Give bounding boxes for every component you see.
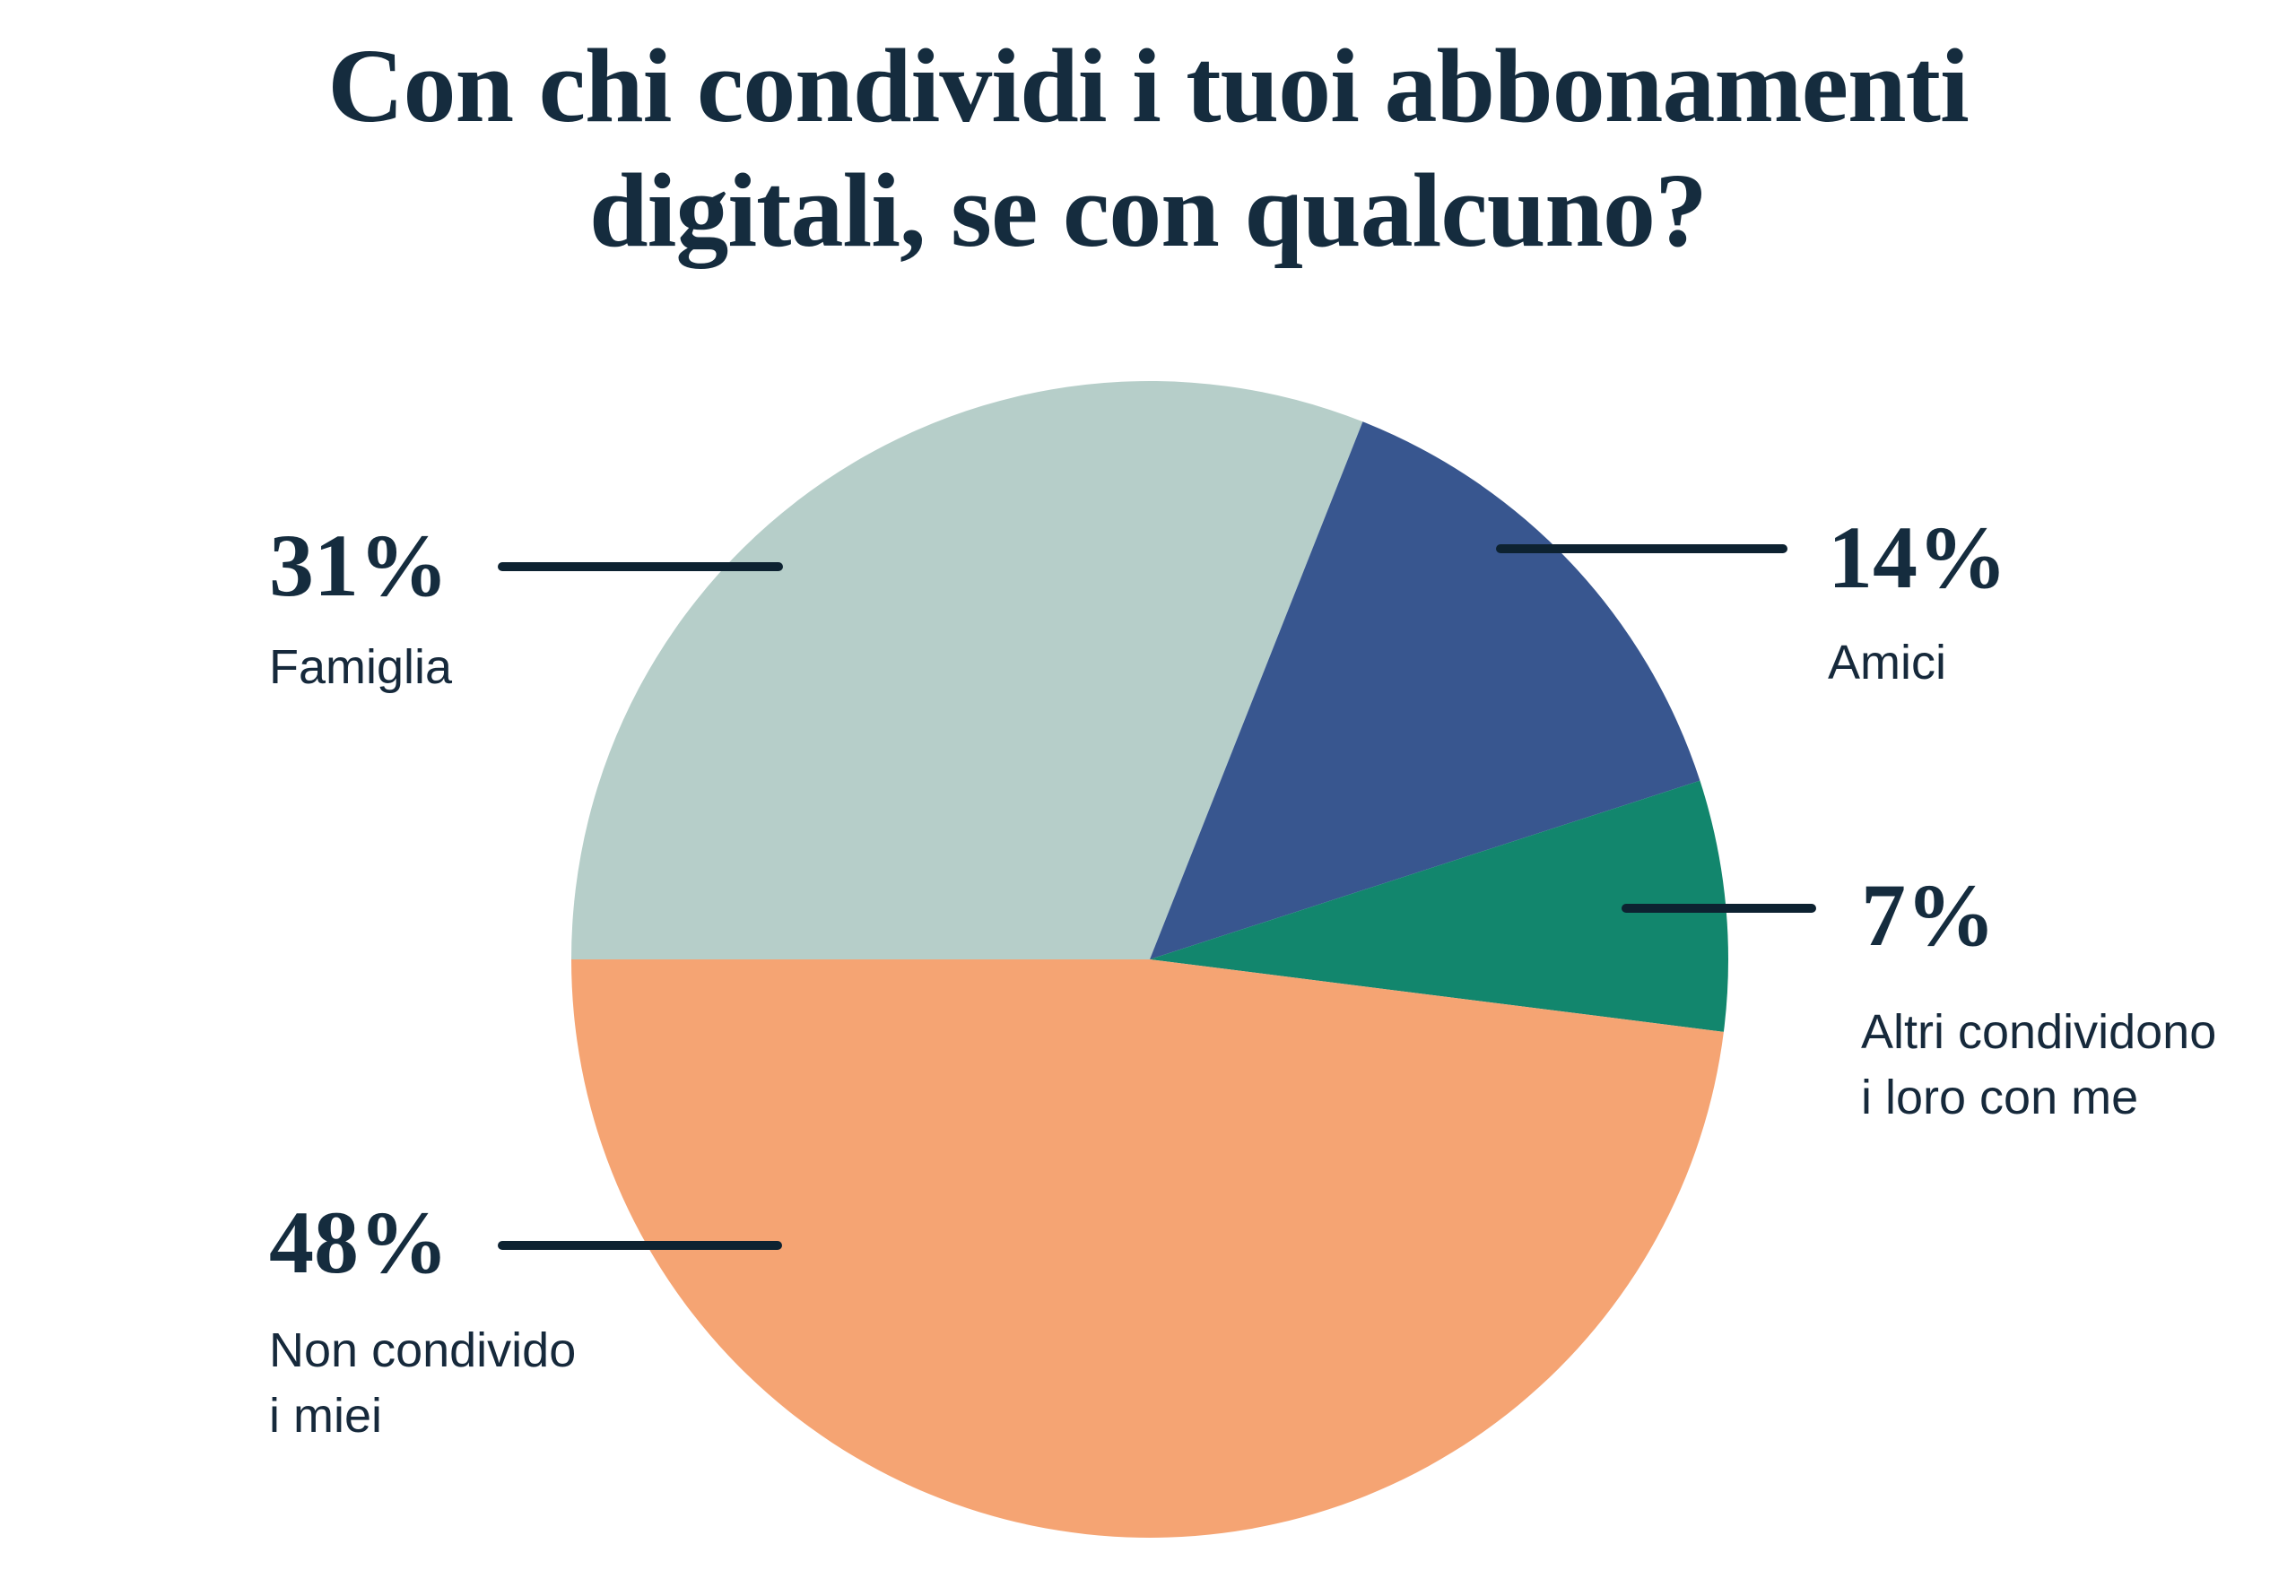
label-group-non-condivido: 48% Non condivido i miei — [269, 1198, 576, 1449]
slice-label-line: Altri condividono — [1861, 1005, 2217, 1059]
slice-label-line: Amici — [1828, 636, 1946, 690]
label-group-famiglia: 31% Famiglia — [269, 521, 452, 700]
pie-slice-famiglia — [571, 380, 1363, 959]
callout-line-famiglia — [498, 562, 783, 571]
slice-label-non-condivido: Non condivido i miei — [269, 1318, 576, 1449]
chart-title-line-2: digitali, se con qualcuno? — [588, 152, 1708, 270]
label-group-amici: 14% Amici — [1828, 513, 2007, 696]
percent-value-non-condivido: 48% — [269, 1193, 448, 1292]
label-group-altri: 7% Altri condividono i loro con me — [1861, 871, 2216, 1131]
percent-value-famiglia: 31% — [269, 516, 448, 615]
pie-slice-amici — [1150, 421, 1700, 959]
slice-label-amici: Amici — [1828, 630, 2007, 696]
percent-value-altri: 7% — [1861, 865, 1996, 965]
slice-label-line: Famiglia — [269, 640, 453, 694]
slice-label-line: i loro con me — [1861, 1070, 2139, 1124]
callout-line-altri — [1622, 904, 1816, 913]
slice-label-famiglia: Famiglia — [269, 635, 452, 700]
chart-title-line-1: Con chi condividi i tuoi abbonamenti — [327, 27, 1969, 144]
pie-slice-non-condivido — [571, 959, 1724, 1538]
slice-label-line: Non condivido — [269, 1323, 577, 1377]
slice-label-line: i miei — [269, 1388, 383, 1443]
pie-slice-altri — [1150, 780, 1728, 1032]
callout-line-non-condivido — [498, 1241, 782, 1250]
percent-value-amici: 14% — [1828, 507, 2007, 607]
chart-title: Con chi condividi i tuoi abbonamenti dig… — [0, 23, 2296, 273]
slice-label-altri: Altri condividono i loro con me — [1861, 1000, 2216, 1131]
callout-line-amici — [1496, 544, 1787, 553]
